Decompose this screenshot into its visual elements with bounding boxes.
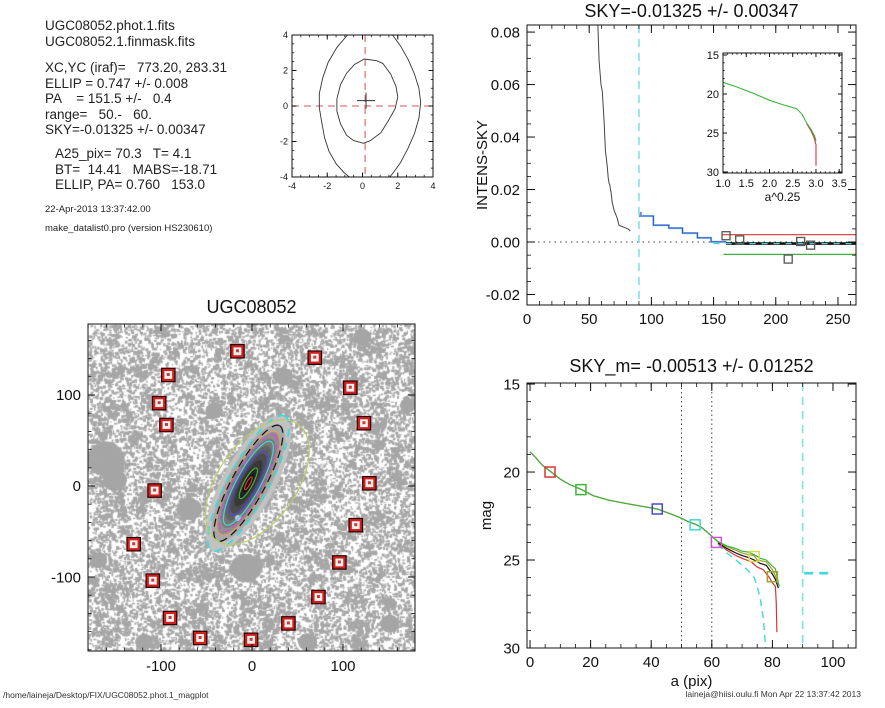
svg-text:100: 100	[820, 654, 845, 671]
sky-value: SKY=-0.01325 +/- 0.00347	[45, 122, 206, 138]
svg-text:1.5: 1.5	[739, 178, 754, 190]
user-host-timestamp: laineja@hiisi.oulu.fi Mon Apr 22 13:37:4…	[685, 689, 861, 699]
svg-text:15: 15	[707, 50, 719, 62]
svg-text:200: 200	[763, 311, 788, 328]
svg-text:0.06: 0.06	[491, 77, 520, 94]
svg-text:30: 30	[707, 167, 719, 179]
svg-text:50: 50	[581, 311, 598, 328]
program-version: make_datalist0.pro (version HS230610)	[45, 223, 213, 234]
svg-text:0: 0	[248, 658, 256, 675]
svg-text:1.0: 1.0	[715, 178, 730, 190]
svg-text:a (pix): a (pix)	[671, 673, 713, 690]
sky-mag-plot: SKY_m= -0.00513 +/- 0.01252 mag a (pix) 0 20…	[478, 356, 857, 690]
finmask-file-name: UGC08052.1.finmask.fits	[45, 33, 196, 49]
svg-text:3.5: 3.5	[832, 178, 847, 190]
fit-parameters-block: XC,YC (iraf)= 773.20, 283.31 ELLIP = 0.7…	[45, 60, 227, 138]
svg-text:mag: mag	[478, 501, 495, 530]
svg-text:0.04: 0.04	[491, 129, 520, 146]
svg-text:-0.02: -0.02	[486, 287, 520, 304]
svg-text:SKY_m= -0.00513 +/- 0.01252: SKY_m= -0.00513 +/- 0.01252	[569, 356, 813, 377]
galaxy-image-plot: UGC08052 -100 0 100 -100 0 100	[51, 297, 416, 675]
svg-text:150: 150	[701, 311, 726, 328]
svg-text:SKY=-0.01325 +/- 0.00347: SKY=-0.01325 +/- 0.00347	[584, 1, 798, 21]
bt-mabs-value: BT= 14.41 MABS=-18.71	[55, 161, 218, 177]
svg-text:20: 20	[503, 464, 520, 481]
a25-t-value: A25_pix= 70.3 T= 4.1	[55, 146, 192, 161]
svg-text:4: 4	[430, 181, 435, 191]
svg-text:INTENS-SKY: INTENS-SKY	[474, 120, 491, 210]
svg-text:100: 100	[639, 311, 664, 328]
svg-text:100: 100	[56, 387, 81, 404]
svg-text:4: 4	[283, 30, 288, 40]
svg-text:25: 25	[707, 128, 719, 140]
svg-text:a^0.25: a^0.25	[765, 190, 801, 204]
output-file-path: /home/laineja/Desktop/FIX/UGC08052.phot.…	[3, 690, 209, 700]
svg-text:-4: -4	[288, 181, 296, 191]
svg-text:-100: -100	[51, 569, 81, 586]
ellip-value: ELLIP = 0.747 +/- 0.008	[45, 75, 189, 91]
contour-plot: -4 -2 0 2 4 -4 -2 0 2 4	[280, 30, 436, 191]
derived-parameters-block: A25_pix= 70.3 T= 4.1 BT= 14.41 MABS=-18.…	[55, 146, 217, 193]
svg-text:-4: -4	[280, 172, 288, 182]
xc-yc-value: XC,YC (iraf)= 773.20, 283.31	[45, 60, 227, 75]
svg-text:60: 60	[703, 654, 720, 671]
ellip-pa-value: ELLIP, PA= 0.760 153.0	[55, 177, 205, 193]
svg-text:0.02: 0.02	[491, 182, 520, 199]
svg-text:-2: -2	[280, 137, 288, 147]
svg-text:2.5: 2.5	[785, 178, 800, 190]
svg-text:0.08: 0.08	[491, 24, 520, 41]
svg-text:2: 2	[283, 66, 288, 76]
svg-text:0: 0	[360, 181, 365, 191]
svg-text:30: 30	[503, 640, 520, 657]
file-names-block: UGC08052.phot.1.fits UGC08052.1.finmask.…	[45, 18, 195, 49]
svg-text:0: 0	[283, 101, 288, 111]
svg-text:3.0: 3.0	[808, 178, 823, 190]
svg-text:0: 0	[523, 311, 531, 328]
pa-value: PA = 151.5 +/- 0.4	[45, 91, 172, 107]
svg-text:20: 20	[707, 89, 719, 101]
svg-text:2.0: 2.0	[762, 178, 777, 190]
svg-text:25: 25	[503, 552, 520, 569]
isophote-ellipses	[204, 414, 310, 553]
range-value: range= 50.- 60.	[45, 106, 152, 122]
phot-file-name: UGC08052.phot.1.fits	[45, 18, 175, 33]
sky-intensity-plot: SKY=-0.01325 +/- 0.00347 INTENS-SKY 0 50 100…	[474, 1, 857, 328]
sky-inset-plot: 1.0 1.5 2.0 2.5 3.0 3.5 15 20 25 30 a^0.25	[707, 50, 847, 204]
svg-text:250: 250	[825, 311, 850, 328]
svg-text:0: 0	[73, 478, 81, 495]
svg-text:-100: -100	[146, 658, 176, 675]
svg-text:15: 15	[503, 376, 520, 393]
run-timestamp: 22-Apr-2013 13:37:42.00	[45, 204, 151, 215]
svg-text:80: 80	[764, 654, 781, 671]
svg-text:20: 20	[582, 654, 599, 671]
masked-star-boxes	[126, 344, 377, 648]
svg-text:-2: -2	[323, 181, 331, 191]
svg-text:2: 2	[395, 181, 400, 191]
run-info-block: 22-Apr-2013 13:37:42.00 make_datalist0.p…	[45, 200, 212, 238]
svg-text:40: 40	[643, 654, 660, 671]
svg-text:UGC08052: UGC08052	[206, 297, 296, 317]
svg-text:0.00: 0.00	[491, 234, 520, 251]
svg-text:0: 0	[526, 654, 534, 671]
svg-text:100: 100	[330, 658, 355, 675]
